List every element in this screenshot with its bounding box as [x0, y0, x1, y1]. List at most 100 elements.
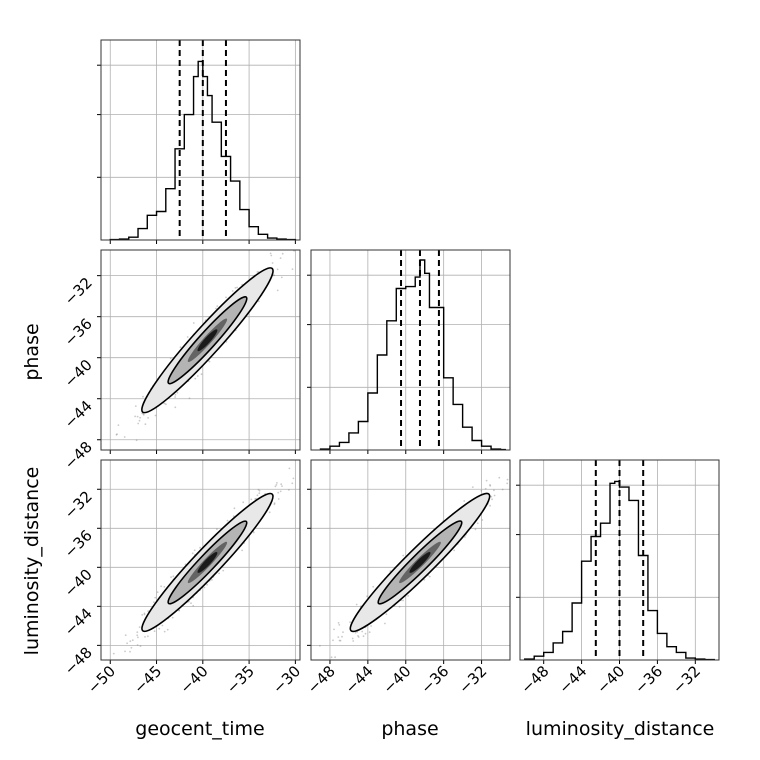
- sample-point: [453, 549, 456, 552]
- sample-point: [270, 254, 273, 257]
- xlabel-phase: phase: [381, 718, 438, 740]
- sample-point: [292, 477, 295, 480]
- sample-point: [134, 405, 137, 407]
- sample-point: [257, 488, 260, 491]
- sample-point: [362, 635, 365, 638]
- sample-point: [216, 305, 219, 307]
- sample-point: [273, 502, 276, 505]
- sample-point: [349, 621, 351, 624]
- x-tick-label: −36: [417, 662, 452, 697]
- sample-point: [156, 591, 159, 594]
- sample-point: [208, 360, 211, 363]
- sample-point: [364, 632, 367, 635]
- sample-point: [143, 612, 146, 615]
- sample-point: [115, 433, 118, 436]
- sample-point: [199, 546, 202, 549]
- sample-point: [153, 630, 156, 633]
- sample-point: [484, 487, 487, 490]
- sample-point: [203, 586, 206, 589]
- sample-point: [279, 257, 282, 259]
- sample-point: [271, 262, 274, 264]
- scatter-geocent-time-vs-phase-contour-2: [167, 296, 248, 385]
- scatter-geocent-time-vs-phase-contour-1: [141, 267, 274, 414]
- sample-point: [225, 296, 227, 299]
- scatter-phase-vs-luminosity-distance-contour-1: [349, 492, 491, 633]
- sample-point: [158, 627, 161, 630]
- sample-point: [273, 503, 276, 506]
- sample-point: [258, 489, 261, 492]
- sample-point: [160, 585, 163, 588]
- sample-point: [428, 575, 431, 578]
- sample-point: [337, 636, 340, 638]
- y-tick-label: −48: [61, 643, 96, 678]
- sample-point: [291, 482, 294, 485]
- y-tick-label: −36: [61, 315, 96, 350]
- scatter-phase-vs-luminosity-distance-contour-2: [377, 520, 463, 605]
- sample-point: [338, 624, 341, 626]
- sample-point: [361, 630, 364, 633]
- sample-point: [191, 552, 194, 555]
- sample-point: [165, 403, 167, 406]
- x-tick-label: −40: [593, 662, 628, 697]
- sample-point: [242, 501, 245, 504]
- scatter-geocent-time-vs-luminosity-distance-frame: [100, 459, 301, 661]
- sample-point: [280, 483, 283, 486]
- sample-point: [226, 519, 229, 522]
- x-tick-label: −44: [342, 662, 377, 697]
- sample-point: [506, 482, 509, 485]
- sample-point: [232, 515, 235, 518]
- x-tick-label: −45: [130, 662, 165, 697]
- sample-point: [355, 603, 358, 606]
- sample-point: [136, 644, 139, 646]
- sample-point: [256, 494, 259, 497]
- sample-point: [211, 579, 213, 581]
- sample-point: [142, 395, 144, 398]
- sample-point: [136, 415, 139, 418]
- sample-point: [129, 640, 132, 643]
- sample-point: [352, 640, 355, 642]
- sample-point: [163, 630, 166, 633]
- sample-point: [139, 416, 142, 419]
- hist-geocent-time-frame: [100, 39, 301, 241]
- sample-point: [236, 286, 239, 289]
- sample-point: [142, 413, 145, 416]
- sample-point: [192, 322, 195, 324]
- sample-point: [334, 656, 336, 659]
- sample-point: [342, 631, 344, 633]
- sample-point: [254, 498, 257, 500]
- sample-point: [256, 271, 259, 273]
- sample-point: [250, 498, 253, 501]
- sample-point: [196, 375, 199, 377]
- scatter-geocent-time-vs-luminosity-distance-contour-2: [167, 520, 248, 605]
- sample-point: [274, 485, 277, 488]
- y-tick-label: −40: [61, 565, 96, 600]
- x-tick-label: −40: [177, 662, 212, 697]
- scatter-geocent-time-vs-luminosity-distance-density-4: [197, 551, 218, 573]
- sample-point: [423, 578, 426, 581]
- scatter-phase-vs-luminosity-distance-density-4: [409, 551, 431, 573]
- sample-point: [366, 595, 368, 598]
- sample-point: [485, 479, 488, 482]
- sample-point: [471, 486, 474, 488]
- sample-point: [258, 492, 261, 495]
- sample-point: [273, 274, 275, 277]
- sample-point: [117, 424, 120, 426]
- sample-point: [163, 402, 166, 405]
- sample-point: [501, 488, 504, 491]
- sample-point: [138, 626, 141, 628]
- sample-point: [281, 252, 284, 255]
- ylabel-luminosity-distance: luminosity_distance: [21, 467, 43, 656]
- x-tick-label: −36: [631, 662, 666, 697]
- sample-point: [233, 507, 236, 510]
- sample-point: [194, 377, 197, 380]
- x-tick-label: −30: [269, 662, 304, 697]
- sample-point: [138, 419, 141, 422]
- sample-point: [147, 417, 150, 419]
- axis-labels: geocent_time phase luminosity_distance p…: [21, 323, 714, 740]
- sample-point: [291, 268, 294, 270]
- sample-point: [154, 596, 157, 599]
- sample-point: [398, 605, 401, 608]
- sample-point: [136, 631, 139, 634]
- sample-point: [368, 631, 371, 634]
